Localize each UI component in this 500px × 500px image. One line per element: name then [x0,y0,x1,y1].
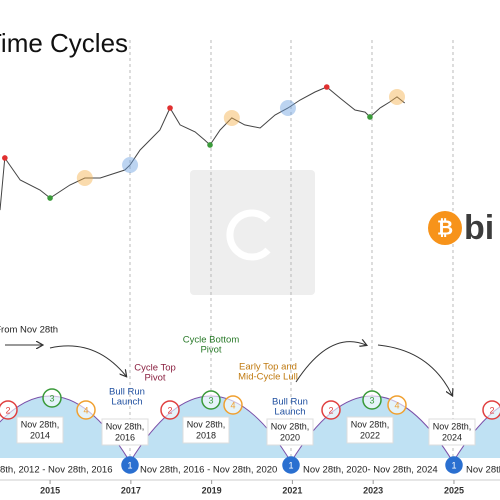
annotation: Pivot [200,345,221,356]
date-box-label: 2022 [360,430,380,440]
phase-label: 4 [230,400,235,410]
date-box [266,418,314,446]
pivot-marker [389,88,406,105]
date-box-label: Nov 28th, [433,421,472,431]
watermark-logo [226,209,271,261]
pivot-marker [167,105,173,111]
x-tick-label: 2017 [121,485,141,495]
date-box-label: Nov 28th, [351,419,390,429]
phase-circle [42,388,62,408]
price-line [0,86,406,211]
date-box [16,416,64,444]
chart-title: Time Cycles [0,28,128,58]
annotation: Pivot [144,373,165,384]
pivot-marker [323,84,330,90]
phase-label: 2 [167,405,172,415]
x-tick-label: 2015 [40,485,60,495]
x-tick-label: 2023 [363,485,383,495]
annotation: Mid-Cycle Lull [238,372,298,383]
phase-label: 3 [208,395,213,405]
pivot-marker [367,114,373,120]
date-box-label: Nov 28th, [21,419,60,429]
date-box-label: Nov 28th, [187,419,226,429]
x-tick-label: 2019 [202,485,222,495]
annotation: Launch [111,397,142,408]
phase-circle [0,400,18,420]
date-box-label: 2018 [196,430,216,440]
range-label: Nov 28th [466,465,500,476]
date-box [346,416,394,444]
phase-label: 3 [49,393,54,403]
date-box-label: 2020 [280,432,300,442]
phase-label: 2 [328,405,333,415]
phase-circle [482,400,500,420]
date-box [101,418,149,446]
pivot-marker [207,142,213,148]
annotation: Early Top and [239,362,297,373]
pivot-marker [122,156,139,173]
pivot-marker [76,170,93,186]
pivot-marker [279,100,296,116]
phase-circle [387,395,407,415]
logo-symbol: ₿ [437,217,453,239]
pivot-marker [2,155,8,161]
phase-label: 4 [83,405,88,415]
phase-circle [160,400,180,420]
phase-circle [223,395,243,415]
phase-circle [282,456,300,474]
annotation: Cycle Bottom [183,335,240,346]
date-box-label: 2016 [115,432,135,442]
annotation: Launch [274,407,305,418]
logo-text: bi [464,209,494,247]
range-label: Nov 28th, 2020- Nov 28th, 2024 [303,465,438,476]
phase-label: 3 [369,395,374,405]
date-box [182,416,230,444]
phase-circle [445,456,463,474]
range-label: 8th, 2012 - Nov 28th, 2016 [0,465,113,476]
phase-circle [201,390,221,410]
logo-circle [428,211,462,245]
cycle-humps [0,395,500,463]
cycle-arrows [5,342,452,395]
watermark [190,170,315,295]
phase-label: 2 [5,405,10,415]
date-box [428,418,476,446]
phase-label: 1 [127,460,132,470]
date-box-label: 2024 [442,432,462,442]
range-label: Nov 28th, 2016 - Nov 28th, 2020 [140,465,277,476]
x-tick-label: 2025 [444,485,464,495]
x-tick-label: 2021 [282,485,302,495]
date-box-label: Nov 28th, [271,421,310,431]
phase-circle [321,400,341,420]
annotation: - 21 Days From Nov 28th [0,325,58,336]
date-box-label: 2014 [30,430,50,440]
phase-circle [121,456,139,474]
phase-circle [76,400,96,420]
phase-label: 1 [451,460,456,470]
phase-label: 1 [288,460,293,470]
phase-label: 2 [489,405,494,415]
pivot-marker [223,109,240,126]
annotation: Bull Run [272,397,308,408]
phase-label: 4 [394,400,399,410]
date-box-label: Nov 28th, [106,421,145,431]
phase-circle [362,390,382,410]
annotation: Cycle Top [134,363,176,374]
annotation: Bull Run [109,387,145,398]
pivot-marker [47,195,53,201]
